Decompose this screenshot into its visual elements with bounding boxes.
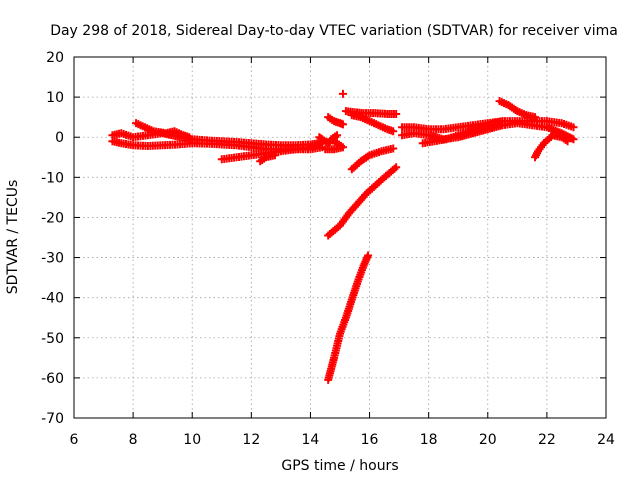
x-tick-label: 20	[479, 432, 497, 448]
series-late-band-b	[398, 119, 578, 144]
data-point	[389, 144, 398, 153]
series-short-drop	[256, 151, 279, 166]
x-tick-label: 8	[129, 432, 138, 448]
y-tick-label: -60	[41, 371, 64, 387]
x-tick-label: 22	[538, 432, 556, 448]
y-tick-label: -10	[41, 170, 64, 186]
series-upper-cluster-a	[324, 113, 347, 129]
data-points	[108, 89, 578, 384]
series-upper-branch	[132, 119, 194, 142]
data-point	[498, 117, 507, 126]
y-tick-label: 0	[55, 130, 64, 146]
data-point	[364, 251, 373, 260]
y-tick-label: 20	[46, 50, 64, 66]
axis-ticks	[73, 56, 607, 419]
series-upper-cluster-c	[347, 111, 398, 136]
x-tick-label: 6	[70, 432, 79, 448]
x-tick-label: 18	[420, 432, 438, 448]
data-point	[270, 151, 279, 160]
series-late-band-c	[418, 117, 507, 148]
data-point	[316, 134, 325, 143]
y-tick-label: -30	[41, 251, 64, 267]
series-descending-c	[324, 251, 373, 384]
data-point	[563, 137, 572, 146]
y-tick-label: -40	[41, 291, 64, 307]
x-tick-labels: 6 8 10 12 14 16 18 20 22 24	[70, 432, 615, 448]
x-tick-label: 16	[361, 432, 379, 448]
y-tick-labels: 20 10 0 -10 -20 -30 -40 -50 -60 -70	[41, 50, 64, 427]
series-late-dip	[531, 131, 572, 162]
y-tick-label: -70	[41, 411, 64, 427]
data-point	[389, 127, 398, 136]
x-tick-label: 10	[183, 432, 201, 448]
data-point	[315, 133, 324, 142]
series-descending-a	[347, 144, 398, 174]
x-tick-label: 12	[242, 432, 260, 448]
data-point	[338, 120, 347, 129]
data-point	[569, 135, 578, 144]
data-point	[392, 163, 401, 172]
grid	[74, 57, 606, 418]
series-descending-b	[324, 163, 401, 240]
x-axis-title: GPS time / hours	[281, 458, 398, 474]
data-point	[569, 123, 578, 132]
chart-title: Day 298 of 2018, Sidereal Day-to-day VTE…	[50, 23, 618, 39]
series-late-rise	[495, 97, 540, 122]
series-mid-cluster	[315, 131, 347, 154]
y-axis-title: SDTVAR / TECUs	[5, 180, 21, 295]
y-tick-label: -50	[41, 331, 64, 347]
x-tick-label: 24	[597, 432, 615, 448]
plot-frame	[73, 56, 607, 419]
data-point	[338, 89, 347, 98]
series-outlier	[338, 89, 347, 98]
y-tick-label: -20	[41, 210, 64, 226]
data-point	[185, 133, 194, 142]
data-point	[392, 109, 401, 118]
x-tick-label: 14	[302, 432, 320, 448]
y-tick-label: 10	[46, 90, 64, 106]
data-point	[531, 113, 540, 122]
